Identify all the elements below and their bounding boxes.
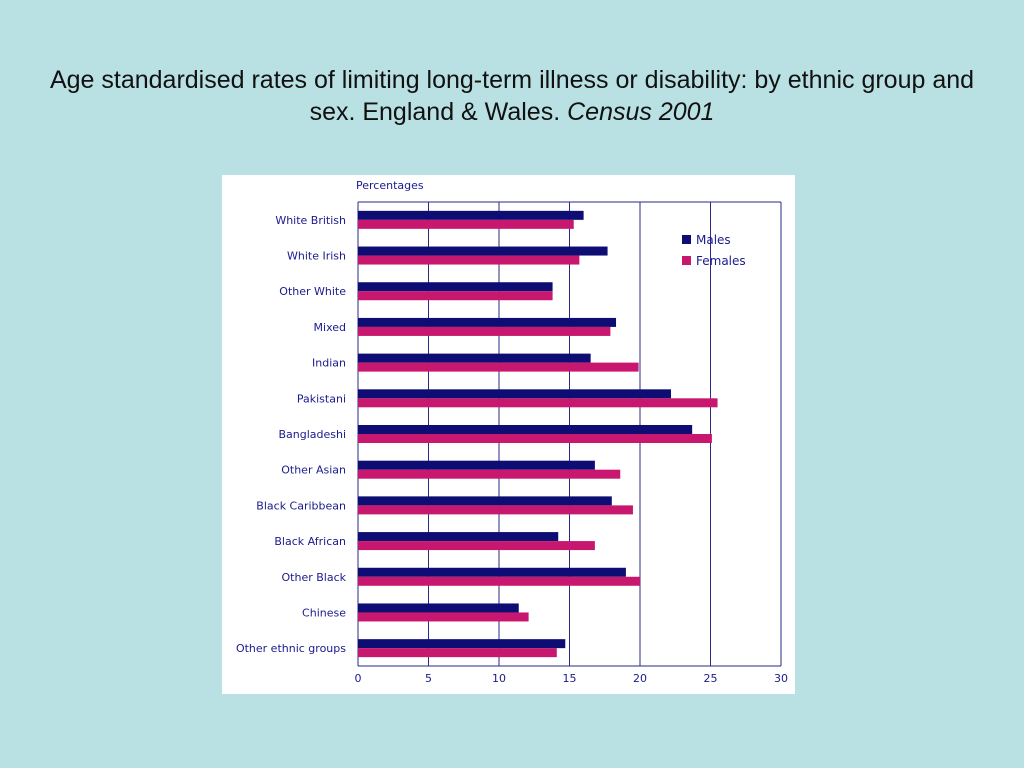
bar-females [358, 219, 574, 229]
chart-panel: Percentages 0 5 10 15 20 25 30 White British Whi… [222, 175, 795, 694]
category-label: Black African [274, 535, 346, 548]
category-label: Bangladeshi [278, 428, 346, 441]
bar-females [358, 398, 718, 408]
category-label: Chinese [302, 606, 346, 619]
category-label: Other Black [282, 571, 347, 584]
category-label: White British [275, 214, 346, 227]
bar-males [358, 353, 591, 363]
bar-males [358, 282, 553, 292]
x-tick-label: 20 [633, 672, 647, 685]
x-tick-label: 25 [704, 672, 718, 685]
bar-males [358, 425, 693, 434]
bar-females [358, 434, 712, 443]
slide-title: Age standardised rates of limiting long-… [40, 64, 984, 128]
bar-females [358, 469, 621, 479]
category-label: Other White [279, 285, 346, 298]
bar-females [358, 541, 595, 551]
x-tick-label: 30 [774, 672, 788, 685]
x-tick-label: 5 [425, 672, 432, 685]
bar-males [358, 317, 617, 327]
bar-females [358, 612, 529, 622]
category-label: Pakistani [297, 392, 346, 405]
bar-females [358, 505, 633, 515]
bar-females [358, 255, 580, 265]
unit-label: Percentages [356, 179, 424, 192]
legend-swatch-males [682, 235, 691, 244]
bar-males [358, 496, 612, 506]
x-tick-label: 15 [563, 672, 577, 685]
bar-chart: Percentages 0 5 10 15 20 25 30 White British Whi… [236, 179, 788, 685]
category-label: White Irish [287, 250, 346, 263]
bar-females [358, 648, 557, 658]
bar-females [358, 362, 639, 372]
category-label: Other Asian [281, 464, 346, 477]
x-tick-label: 0 [355, 672, 362, 685]
x-tick-label: 10 [492, 672, 506, 685]
bar-males [358, 603, 519, 613]
bar-females [358, 291, 553, 301]
category-label: Mixed [314, 321, 346, 334]
bar-males [358, 460, 595, 470]
bar-males [358, 389, 672, 399]
bar-males [358, 567, 626, 577]
slide-title-main: Age standardised rates of limiting long-… [49, 66, 975, 126]
category-label: Indian [312, 357, 346, 370]
bar-males [358, 639, 566, 649]
bar-females [358, 576, 640, 586]
category-label: Black Caribbean [256, 499, 346, 512]
bar-females [358, 326, 611, 336]
bar-males [358, 210, 584, 220]
category-label: Other ethnic groups [236, 642, 346, 655]
bar-males [358, 532, 559, 542]
legend-swatch-females [682, 256, 691, 265]
bar-males [358, 246, 608, 256]
slide-title-source: Census 2001 [567, 98, 715, 126]
legend-label-females: Females [696, 254, 746, 268]
legend-label-males: Males [696, 233, 731, 247]
